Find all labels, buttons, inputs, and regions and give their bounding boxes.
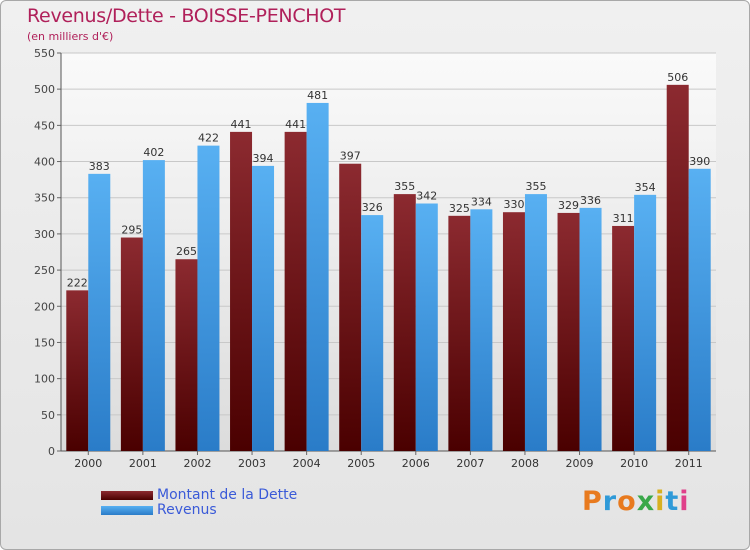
bar-dette <box>339 163 362 451</box>
y-tick-label: 150 <box>34 336 55 349</box>
y-tick-label: 300 <box>34 228 55 241</box>
x-tick-label: 2011 <box>675 457 703 470</box>
legend-item-revenus: Revenus <box>101 502 217 518</box>
x-tick-label: 2002 <box>183 457 211 470</box>
data-label-revenus: 402 <box>143 146 164 159</box>
y-tick-label: 500 <box>34 83 55 96</box>
data-label-dette: 325 <box>449 202 470 215</box>
legend-item-dette: Montant de la Dette <box>101 487 297 503</box>
data-label-dette: 311 <box>613 212 634 225</box>
x-tick-label: 2003 <box>238 457 266 470</box>
data-label-revenus: 355 <box>525 180 546 193</box>
data-label-dette: 265 <box>176 245 197 258</box>
bar-revenus <box>306 102 329 451</box>
x-tick-label: 2004 <box>293 457 321 470</box>
data-label-revenus: 326 <box>362 201 383 214</box>
chart-subtitle: (en milliers d'€) <box>27 30 114 43</box>
x-tick-label: 2006 <box>402 457 430 470</box>
bar-dette <box>612 225 635 451</box>
y-tick-label: 400 <box>34 156 55 169</box>
bar-revenus <box>361 215 384 451</box>
bar-dette <box>284 131 307 452</box>
data-label-dette: 222 <box>67 276 88 289</box>
bar-dette <box>557 212 580 451</box>
data-label-revenus: 394 <box>253 152 274 165</box>
data-label-dette: 330 <box>503 198 524 211</box>
y-tick-label: 350 <box>34 192 55 205</box>
x-tick-label: 2008 <box>511 457 539 470</box>
legend-swatch-dette <box>101 490 153 500</box>
bar-dette <box>666 84 689 451</box>
data-label-dette: 506 <box>667 71 688 84</box>
bar-revenus <box>470 209 493 451</box>
legend-label-revenus: Revenus <box>157 502 217 518</box>
data-label-dette: 355 <box>394 180 415 193</box>
y-tick-label: 100 <box>34 373 55 386</box>
y-tick-label: 0 <box>48 445 55 458</box>
chart-title: Revenus/Dette - BOISSE-PENCHOT <box>27 5 346 27</box>
x-tick-label: 2005 <box>347 457 375 470</box>
data-label-revenus: 354 <box>635 181 656 194</box>
y-tick-label: 50 <box>41 409 55 422</box>
data-label-revenus: 481 <box>307 89 328 102</box>
legend-label-dette: Montant de la Dette <box>157 487 298 503</box>
data-label-revenus: 422 <box>198 132 219 145</box>
data-label-dette: 329 <box>558 199 579 212</box>
x-tick-label: 2009 <box>566 457 594 470</box>
bar-dette <box>502 212 525 451</box>
bar-revenus <box>142 160 165 451</box>
data-label-revenus: 336 <box>580 194 601 207</box>
bar-revenus <box>579 207 602 451</box>
data-label-dette: 441 <box>285 118 306 131</box>
data-label-dette: 295 <box>121 224 142 237</box>
x-tick-label: 2001 <box>129 457 157 470</box>
bar-revenus <box>524 194 547 452</box>
bar-dette <box>66 290 89 451</box>
data-label-dette: 441 <box>231 118 252 131</box>
legend-swatch-revenus <box>101 505 153 515</box>
data-label-revenus: 383 <box>89 160 110 173</box>
bar-dette <box>175 259 198 451</box>
bar-revenus <box>688 168 711 452</box>
proxiti-logo: Proxiti <box>582 486 690 517</box>
y-tick-label: 200 <box>34 300 55 313</box>
data-label-revenus: 342 <box>416 190 437 203</box>
y-tick-label: 450 <box>34 119 55 132</box>
bar-dette <box>230 131 253 452</box>
bar-revenus <box>252 165 275 451</box>
x-tick-label: 2000 <box>74 457 102 470</box>
plot-area <box>61 53 716 451</box>
y-tick-label: 250 <box>34 264 55 277</box>
bar-dette <box>448 215 471 451</box>
bar-revenus <box>88 173 111 451</box>
bar-revenus <box>197 145 220 451</box>
bar-dette <box>393 194 416 452</box>
x-tick-label: 2007 <box>456 457 484 470</box>
bar-revenus <box>634 194 657 451</box>
data-label-revenus: 334 <box>471 195 492 208</box>
data-label-revenus: 390 <box>689 155 710 168</box>
y-tick-label: 550 <box>34 47 55 60</box>
x-tick-label: 2010 <box>620 457 648 470</box>
bar-revenus <box>415 203 438 451</box>
data-label-dette: 397 <box>340 150 361 163</box>
bar-dette <box>120 237 143 451</box>
